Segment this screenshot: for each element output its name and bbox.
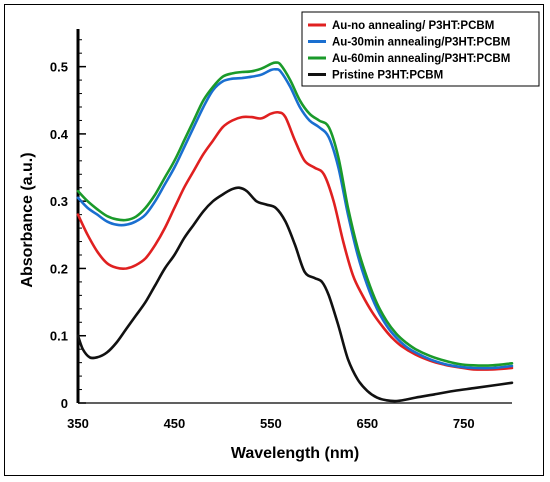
legend: Au-no annealing/ P3HT:PCBM Au-30min annea… xyxy=(301,11,540,87)
x-tick-label: 650 xyxy=(356,416,378,431)
x-tick-label: 750 xyxy=(453,416,475,431)
y-axis-title: Absorbance (a.u.) xyxy=(19,152,36,287)
y-tick-label: 0.5 xyxy=(50,60,68,75)
series-line-3 xyxy=(76,61,514,367)
legend-label-3: Au-60min annealing/P3HT:PCBM xyxy=(332,53,510,65)
x-axis-title: Wavelength (nm) xyxy=(231,445,359,462)
legend-label-4: Pristine P3HT:PCBM xyxy=(332,70,443,82)
legend-label-1: Au-no annealing/ P3HT:PCBM xyxy=(332,20,494,32)
y-tick-label: 0.2 xyxy=(50,261,68,276)
y-tick-label: 0.4 xyxy=(50,127,69,142)
absorbance-line-chart: 0 0.1 0.2 0.3 0.4 0.5 350 450 550 650 750 Waveleng… xyxy=(19,11,540,462)
y-tick-label: 0.3 xyxy=(50,194,68,209)
y-tick-label: 0 xyxy=(61,396,68,411)
legend-label-2: Au-30min annealing/P3HT:PCBM xyxy=(332,37,510,49)
series-line-1 xyxy=(76,110,514,371)
x-tick-label: 550 xyxy=(260,416,282,431)
axes: 0 0.1 0.2 0.3 0.4 0.5 350 450 550 650 750 xyxy=(50,29,512,431)
y-tick-label: 0.1 xyxy=(50,329,68,344)
series-line-2 xyxy=(76,67,514,370)
x-tick-label: 350 xyxy=(67,416,89,431)
x-tick-label: 450 xyxy=(164,416,186,431)
series-layer xyxy=(76,61,514,403)
series-line-4 xyxy=(76,186,514,403)
chart-frame: 0 0.1 0.2 0.3 0.4 0.5 350 450 550 650 750 Waveleng… xyxy=(4,4,544,476)
legend-box xyxy=(301,11,540,87)
